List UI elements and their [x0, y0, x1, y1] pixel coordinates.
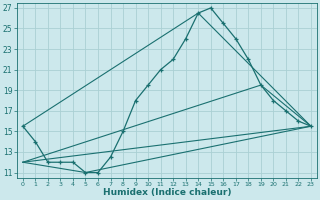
- X-axis label: Humidex (Indice chaleur): Humidex (Indice chaleur): [103, 188, 231, 197]
